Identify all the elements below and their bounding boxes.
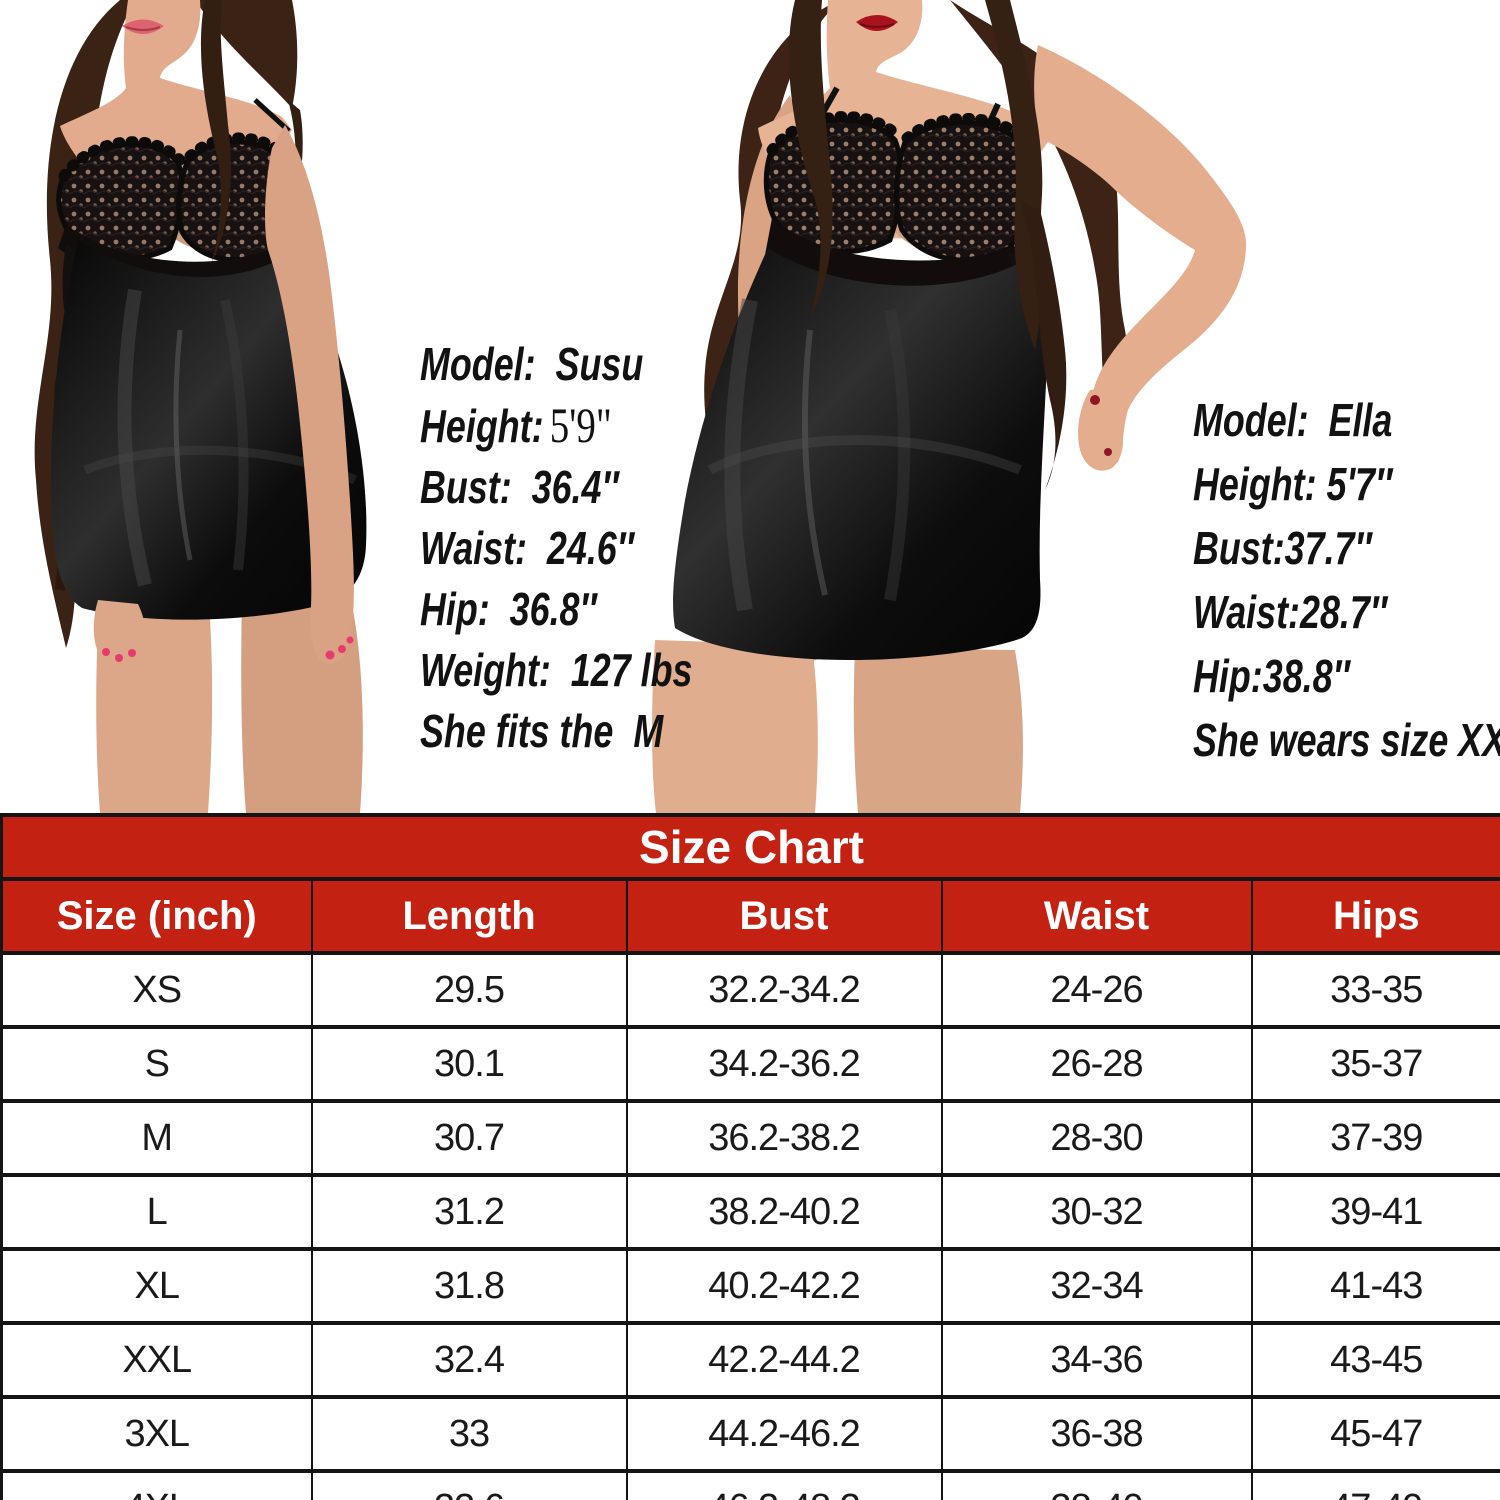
- table-row-xs: XS 29.5 32.2-34.2 24-26 33-35: [0, 951, 1500, 1027]
- cell-bust: 44.2-46.2: [625, 1395, 942, 1471]
- left-model-height-line: Height: 5'9": [420, 395, 692, 457]
- cell-bust: 36.2-38.2: [625, 1099, 942, 1175]
- table-row-s: S 30.1 34.2-36.2 26-28 35-37: [0, 1025, 1500, 1101]
- table-row-m: M 30.7 36.2-38.2 28-30 37-39: [0, 1099, 1500, 1175]
- cell-waist: 34-36: [940, 1321, 1252, 1397]
- left-model-name-line: Model: Susu: [420, 338, 644, 390]
- left-model-bust-line: Bust: 36.4″: [420, 461, 619, 513]
- left-model-weight-line: Weight: 127 lbs: [420, 644, 693, 696]
- cell-waist: 26-28: [940, 1025, 1252, 1101]
- right-model-bust-line: Bust:37.7″: [1193, 522, 1372, 574]
- cell-hips: 39-41: [1250, 1173, 1500, 1249]
- table-row-3xl: 3XL 33 44.2-46.2 36-38 45-47: [0, 1395, 1500, 1471]
- cell-size: 4XL: [0, 1469, 312, 1500]
- cell-length: 31.2: [310, 1173, 627, 1249]
- cell-length: 33.6: [310, 1469, 627, 1500]
- cell-size: S: [0, 1025, 312, 1101]
- cell-bust: 38.2-40.2: [625, 1173, 942, 1249]
- cell-size: XS: [0, 951, 312, 1027]
- header-bust: Bust: [625, 877, 942, 953]
- cell-bust: 32.2-34.2: [625, 951, 942, 1027]
- cell-waist: 30-32: [940, 1173, 1252, 1249]
- cell-length: 30.1: [310, 1025, 627, 1101]
- table-row-4xl: 4XL 33.6 46.2-48.2 38-40 47-49: [0, 1469, 1500, 1500]
- cell-length: 31.8: [310, 1247, 627, 1323]
- cell-length: 33: [310, 1395, 627, 1471]
- right-model-waist-line: Waist:28.7″: [1193, 586, 1388, 638]
- right-model-wears-line: She wears size XXL: [1193, 714, 1500, 766]
- table-row-xl: XL 31.8 40.2-42.2 32-34 41-43: [0, 1247, 1500, 1323]
- cell-size: XXL: [0, 1321, 312, 1397]
- cell-bust: 40.2-42.2: [625, 1247, 942, 1323]
- left-model-height-label: Height:: [420, 400, 544, 452]
- cell-waist: 24-26: [940, 951, 1252, 1027]
- cell-hips: 35-37: [1250, 1025, 1500, 1101]
- cell-size: L: [0, 1173, 312, 1249]
- cell-hips: 45-47: [1250, 1395, 1500, 1471]
- model-photo-left: [34, 0, 367, 813]
- table-row-xxl: XXL 32.4 42.2-44.2 34-36 43-45: [0, 1321, 1500, 1397]
- header-hips: Hips: [1250, 877, 1500, 953]
- cell-hips: 41-43: [1250, 1247, 1500, 1323]
- cell-waist: 38-40: [940, 1469, 1252, 1500]
- header-waist: Waist: [940, 877, 1252, 953]
- right-model-name-line: Model: Ella: [1193, 394, 1393, 446]
- size-chart-table: Size Chart Size (inch) Length Bust Waist…: [0, 813, 1500, 1500]
- cell-size: 3XL: [0, 1395, 312, 1471]
- left-model-fits-line: She fits the M: [420, 705, 664, 757]
- cell-hips: 33-35: [1250, 951, 1500, 1027]
- cell-bust: 42.2-44.2: [625, 1321, 942, 1397]
- right-model-height-line: Height: 5'7″: [1193, 458, 1393, 510]
- size-chart-title-row: Size Chart: [0, 813, 1500, 879]
- model-photo-right: [652, 0, 1247, 813]
- header-length: Length: [310, 877, 627, 953]
- left-model-waist-line: Waist: 24.6″: [420, 522, 634, 574]
- size-chart-header-row: Size (inch) Length Bust Waist Hips: [0, 877, 1500, 953]
- cell-hips: 37-39: [1250, 1099, 1500, 1175]
- left-model-height-value: 5'9": [549, 397, 612, 453]
- cell-waist: 36-38: [940, 1395, 1252, 1471]
- cell-size: XL: [0, 1247, 312, 1323]
- cell-waist: 32-34: [940, 1247, 1252, 1323]
- right-model-specs: Model: Ella Height: 5'7″ Bust:37.7″ Wais…: [1193, 388, 1500, 772]
- size-chart-title: Size Chart: [0, 813, 1500, 879]
- left-model-hip-line: Hip: 36.8″: [420, 583, 597, 635]
- right-model-hip-line: Hip:38.8″: [1193, 650, 1350, 702]
- cell-hips: 43-45: [1250, 1321, 1500, 1397]
- left-model-specs: Model: Susu Height: 5'9" Bust: 36.4″ Wais…: [420, 334, 769, 762]
- header-size: Size (inch): [0, 877, 312, 953]
- cell-bust: 46.2-48.2: [625, 1469, 942, 1500]
- cell-hips: 47-49: [1250, 1469, 1500, 1500]
- cell-size: M: [0, 1099, 312, 1175]
- cell-length: 32.4: [310, 1321, 627, 1397]
- cell-length: 30.7: [310, 1099, 627, 1175]
- cell-waist: 28-30: [940, 1099, 1252, 1175]
- cell-length: 29.5: [310, 951, 627, 1027]
- cell-bust: 34.2-36.2: [625, 1025, 942, 1101]
- table-row-l: L 31.2 38.2-40.2 30-32 39-41: [0, 1173, 1500, 1249]
